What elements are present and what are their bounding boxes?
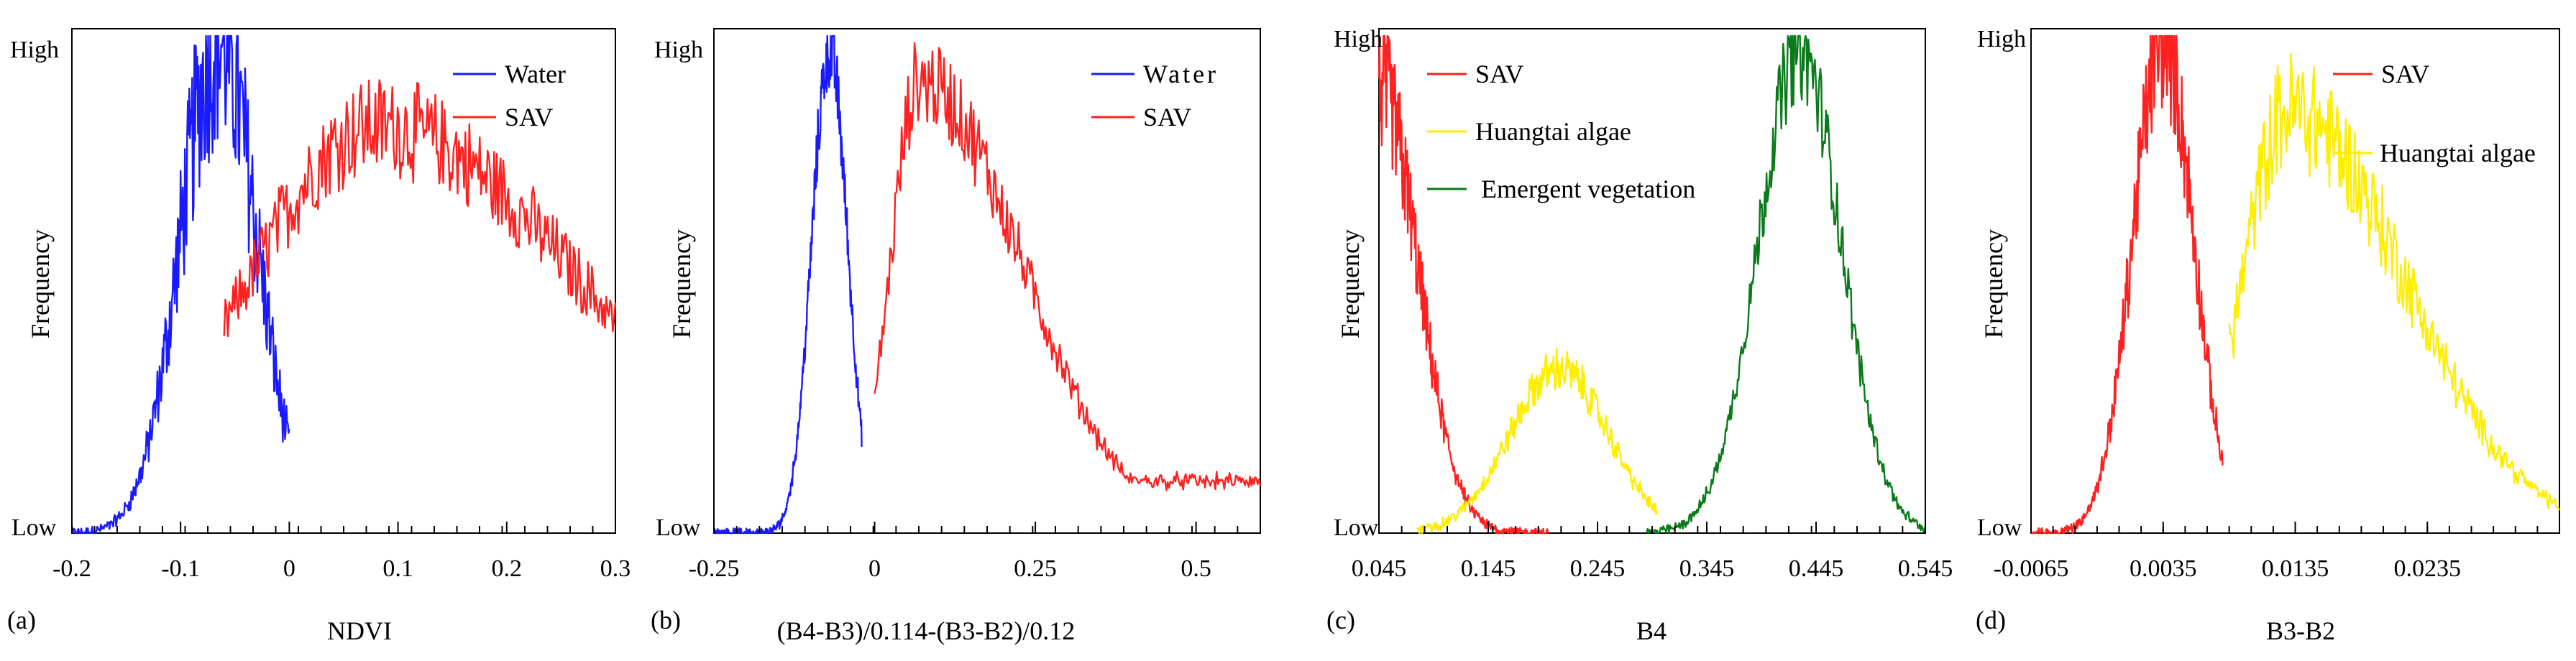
x-tick-label: 0.245: [1570, 555, 1626, 582]
series-layer-d: [2030, 34, 2560, 535]
x-tick-label: -0.25: [689, 555, 740, 582]
panel-c: 0.045 0.145 0.245 0.345 0.445 0.545 High Low …: [1326, 26, 1953, 645]
x-axis-label-b: (B4-B3)/0.114-(B3-B2)/0.12: [777, 616, 1076, 645]
legend-text-water-b: Water: [1143, 60, 1219, 88]
x-tick-label: -0.1: [161, 555, 200, 582]
series-line-sav: [1378, 34, 1549, 535]
x-tick-label: -0.2: [52, 555, 91, 582]
x-tick-label: 0.1: [382, 555, 413, 582]
y-low-label-b: Low: [656, 514, 701, 541]
series-layer-b: [712, 34, 1262, 535]
series-layer-a: [70, 34, 617, 535]
y-high-label-c: High: [1334, 26, 1383, 52]
x-tick-label: 0.0235: [2394, 555, 2462, 582]
x-tick-label: 0: [868, 555, 881, 582]
y-axis-label-c: Frequency: [1336, 229, 1365, 338]
y-axis-label-b: Frequency: [667, 229, 696, 338]
x-tick-label: 0.5: [1181, 555, 1211, 582]
legend-d: SAV Huangtai algae: [2333, 60, 2536, 167]
legend-text-sav-d: SAV: [2381, 60, 2429, 88]
legend-text-emergent-c: Emergent vegetation: [1481, 175, 1695, 203]
x-tick-label: 0.0135: [2262, 555, 2329, 582]
series-line-sav: [2030, 34, 2224, 535]
x-tick-label: 0.545: [1898, 555, 1953, 582]
x-axis-label-d: B3-B2: [2266, 616, 2335, 645]
y-high-label-b: High: [654, 37, 703, 63]
x-ticks-d: -0.0065 0.0035 0.0135 0.0235: [1994, 522, 2539, 582]
series-line-sav: [223, 79, 617, 338]
panel-a: -0.2 -0.1 0 0.1 0.2 0.3 High Low Frequency ND…: [7, 28, 631, 645]
y-low-label-c: Low: [1334, 514, 1379, 541]
series-line-huangtai-algae: [2228, 52, 2560, 511]
y-low-label-a: Low: [12, 514, 57, 541]
x-tick-label: 0.0035: [2130, 555, 2197, 582]
series-line-water: [70, 34, 290, 535]
panel-d: -0.0065 0.0035 0.0135 0.0235 High Low Frequ…: [1976, 26, 2560, 645]
legend-c: SAV Huangtai algae Emergent vegetation: [1427, 60, 1695, 203]
x-tick-label: 0.145: [1461, 555, 1516, 582]
x-tick-label: -0.0065: [1994, 555, 2069, 582]
series-line-emergent-vegetation: [1646, 34, 1927, 535]
legend-text-sav-c: SAV: [1475, 60, 1523, 88]
x-ticks-b: -0.25 0 0.25 0.5: [689, 522, 1239, 582]
legend-text-algae-d: Huangtai algae: [2380, 139, 2536, 167]
legend-text-algae-c: Huangtai algae: [1475, 117, 1631, 146]
y-low-label-d: Low: [1977, 514, 2022, 541]
panel-label-c: (c): [1326, 606, 1355, 634]
x-tick-label: 0.345: [1679, 555, 1735, 582]
x-ticks-c: 0.045 0.145 0.245 0.345 0.445 0.545: [1352, 522, 1953, 582]
x-tick-label: 0.2: [492, 555, 523, 582]
panel-label-a: (a): [7, 606, 36, 634]
x-tick-label: 0.445: [1789, 555, 1844, 582]
panel-label-b: (b): [651, 606, 681, 634]
panel-label-d: (d): [1976, 606, 2006, 634]
legend-text-water-a: Water: [505, 60, 566, 88]
x-tick-label: 0.25: [1014, 555, 1057, 582]
y-axis-label-d: Frequency: [1979, 229, 2008, 338]
x-axis-label-c: B4: [1636, 616, 1667, 645]
x-axis-label-a: NDVI: [327, 616, 392, 645]
series-layer-c: [1378, 34, 1927, 535]
legend-b: Water SAV: [1091, 60, 1219, 131]
x-tick-label: 0.045: [1352, 555, 1407, 582]
panel-b: -0.25 0 0.25 0.5 High Low Frequency (B4-B3)…: [651, 28, 1262, 645]
x-tick-label: 0.3: [600, 555, 631, 582]
y-axis-label-a: Frequency: [26, 229, 55, 338]
series-line-huangtai-algae: [1416, 348, 1659, 535]
y-high-label-d: High: [1977, 26, 2026, 52]
y-high-label-a: High: [10, 37, 59, 63]
series-line-sav: [874, 42, 1262, 491]
legend-text-sav-a: SAV: [505, 103, 553, 131]
series-line-water: [712, 34, 863, 535]
legend-a: Water SAV: [453, 60, 566, 131]
legend-text-sav-b: SAV: [1143, 103, 1191, 131]
x-tick-label: 0: [283, 555, 295, 582]
plot-frame-c: [1378, 28, 1926, 534]
x-ticks-a: -0.2 -0.1 0 0.1 0.2 0.3: [52, 522, 631, 582]
